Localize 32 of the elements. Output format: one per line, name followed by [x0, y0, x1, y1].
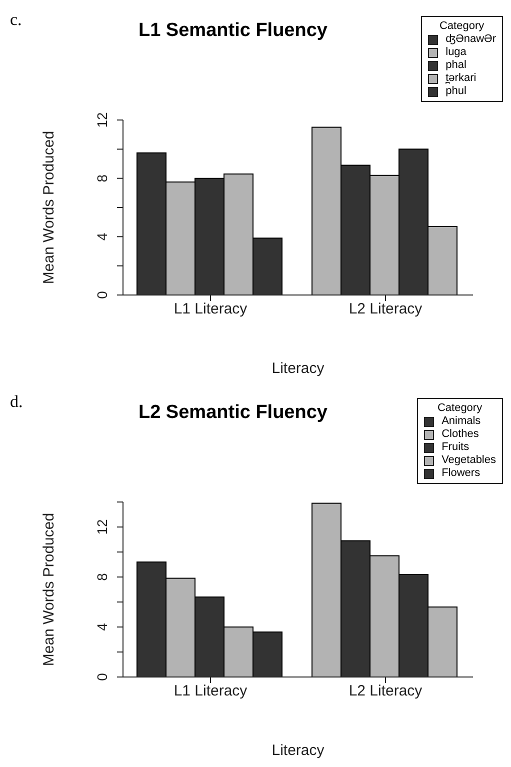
y-axis-title: Mean Words Produced: [40, 512, 58, 666]
legend-label: luga: [446, 46, 466, 59]
y-tick-label: 4: [94, 232, 110, 241]
chart-title: L2 Semantic Fluency: [137, 402, 328, 424]
y-tick-label: 8: [94, 174, 110, 182]
x-tick-label: L2 Literacy: [348, 682, 423, 700]
legend-label: phul: [446, 85, 466, 98]
y-axis-title: Mean Words Produced: [40, 130, 58, 284]
x-tick-label: L2 Literacy: [348, 300, 423, 318]
y-tick-label: 0: [94, 290, 110, 299]
legend-label: Clothes: [442, 428, 479, 441]
y-tick-label: 12: [94, 519, 110, 535]
y-tick-label: 0: [94, 672, 110, 681]
legend-label: Animals: [442, 415, 481, 428]
y-tick-label: 12: [94, 112, 110, 128]
x-axis-title: Literacy: [272, 742, 325, 759]
legend-label: Flowers: [442, 467, 480, 480]
x-axis-title: Literacy: [272, 360, 325, 377]
text: c.: [10, 10, 22, 30]
y-tick-label: 4: [94, 622, 110, 631]
legend-label: t̪ərkari: [446, 72, 476, 85]
legend-title: Category: [438, 20, 486, 32]
chart-title: L1 Semantic Fluency: [137, 20, 328, 42]
x-tick-label: L1 Literacy: [174, 300, 248, 318]
legend-label: phal: [446, 59, 466, 72]
y-tick-label: 8: [94, 572, 110, 581]
legend-label: Vegetables: [442, 454, 496, 467]
legend-label: Fruits: [442, 441, 470, 454]
x-tick-label: L1 Literacy: [174, 682, 248, 700]
legend-label: ʤƏnawƏr: [446, 33, 496, 46]
legend-title: Category: [436, 402, 484, 414]
text: d.: [10, 392, 23, 412]
